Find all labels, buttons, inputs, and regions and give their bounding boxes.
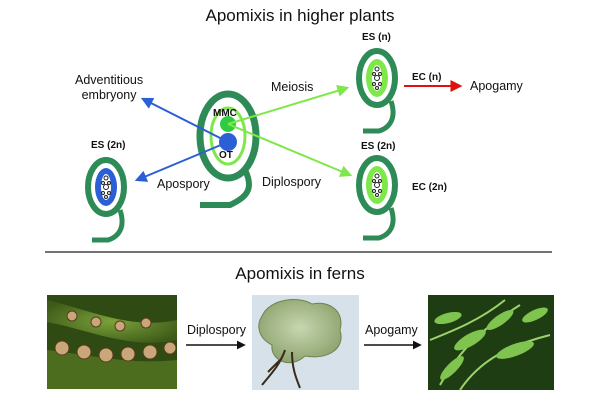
label-apogamy-bottom: Apogamy	[365, 323, 418, 337]
label-es-2n-right: ES (2n)	[361, 141, 396, 152]
top-right-ovule-esn	[356, 48, 398, 134]
label-diplospory-top: Diplospory	[262, 175, 322, 189]
label-apogamy-top: Apogamy	[470, 79, 523, 93]
arrow-adventitious	[140, 97, 229, 143]
fern-plants-photo	[428, 295, 554, 391]
label-ot: OT	[219, 150, 233, 161]
arrow-apospory	[134, 141, 229, 182]
left-ovule-es2n	[85, 157, 127, 243]
fern-sori-photo	[47, 295, 177, 389]
arrow-meiosis	[227, 85, 350, 125]
label-diplospory-bottom: Diplospory	[187, 323, 247, 337]
label-meiosis: Meiosis	[271, 80, 314, 94]
top-title: Apomixis in higher plants	[205, 6, 395, 25]
label-mmc: MMC	[213, 108, 237, 119]
label-ec-n: EC (n)	[412, 72, 442, 83]
label-adventitious-embryony: Adventitious embryony	[75, 73, 144, 102]
label-es-n: ES (n)	[362, 32, 391, 43]
bottom-title: Apomixis in ferns	[235, 264, 365, 283]
bottom-right-ovule-es2n	[356, 155, 398, 241]
label-es-2n-left: ES (2n)	[91, 140, 126, 151]
label-ec-2n: EC (2n)	[412, 182, 447, 193]
prothallus-photo	[252, 295, 359, 390]
arrow-diplospory-top	[227, 123, 353, 177]
label-apospory: Apospory	[157, 177, 210, 191]
